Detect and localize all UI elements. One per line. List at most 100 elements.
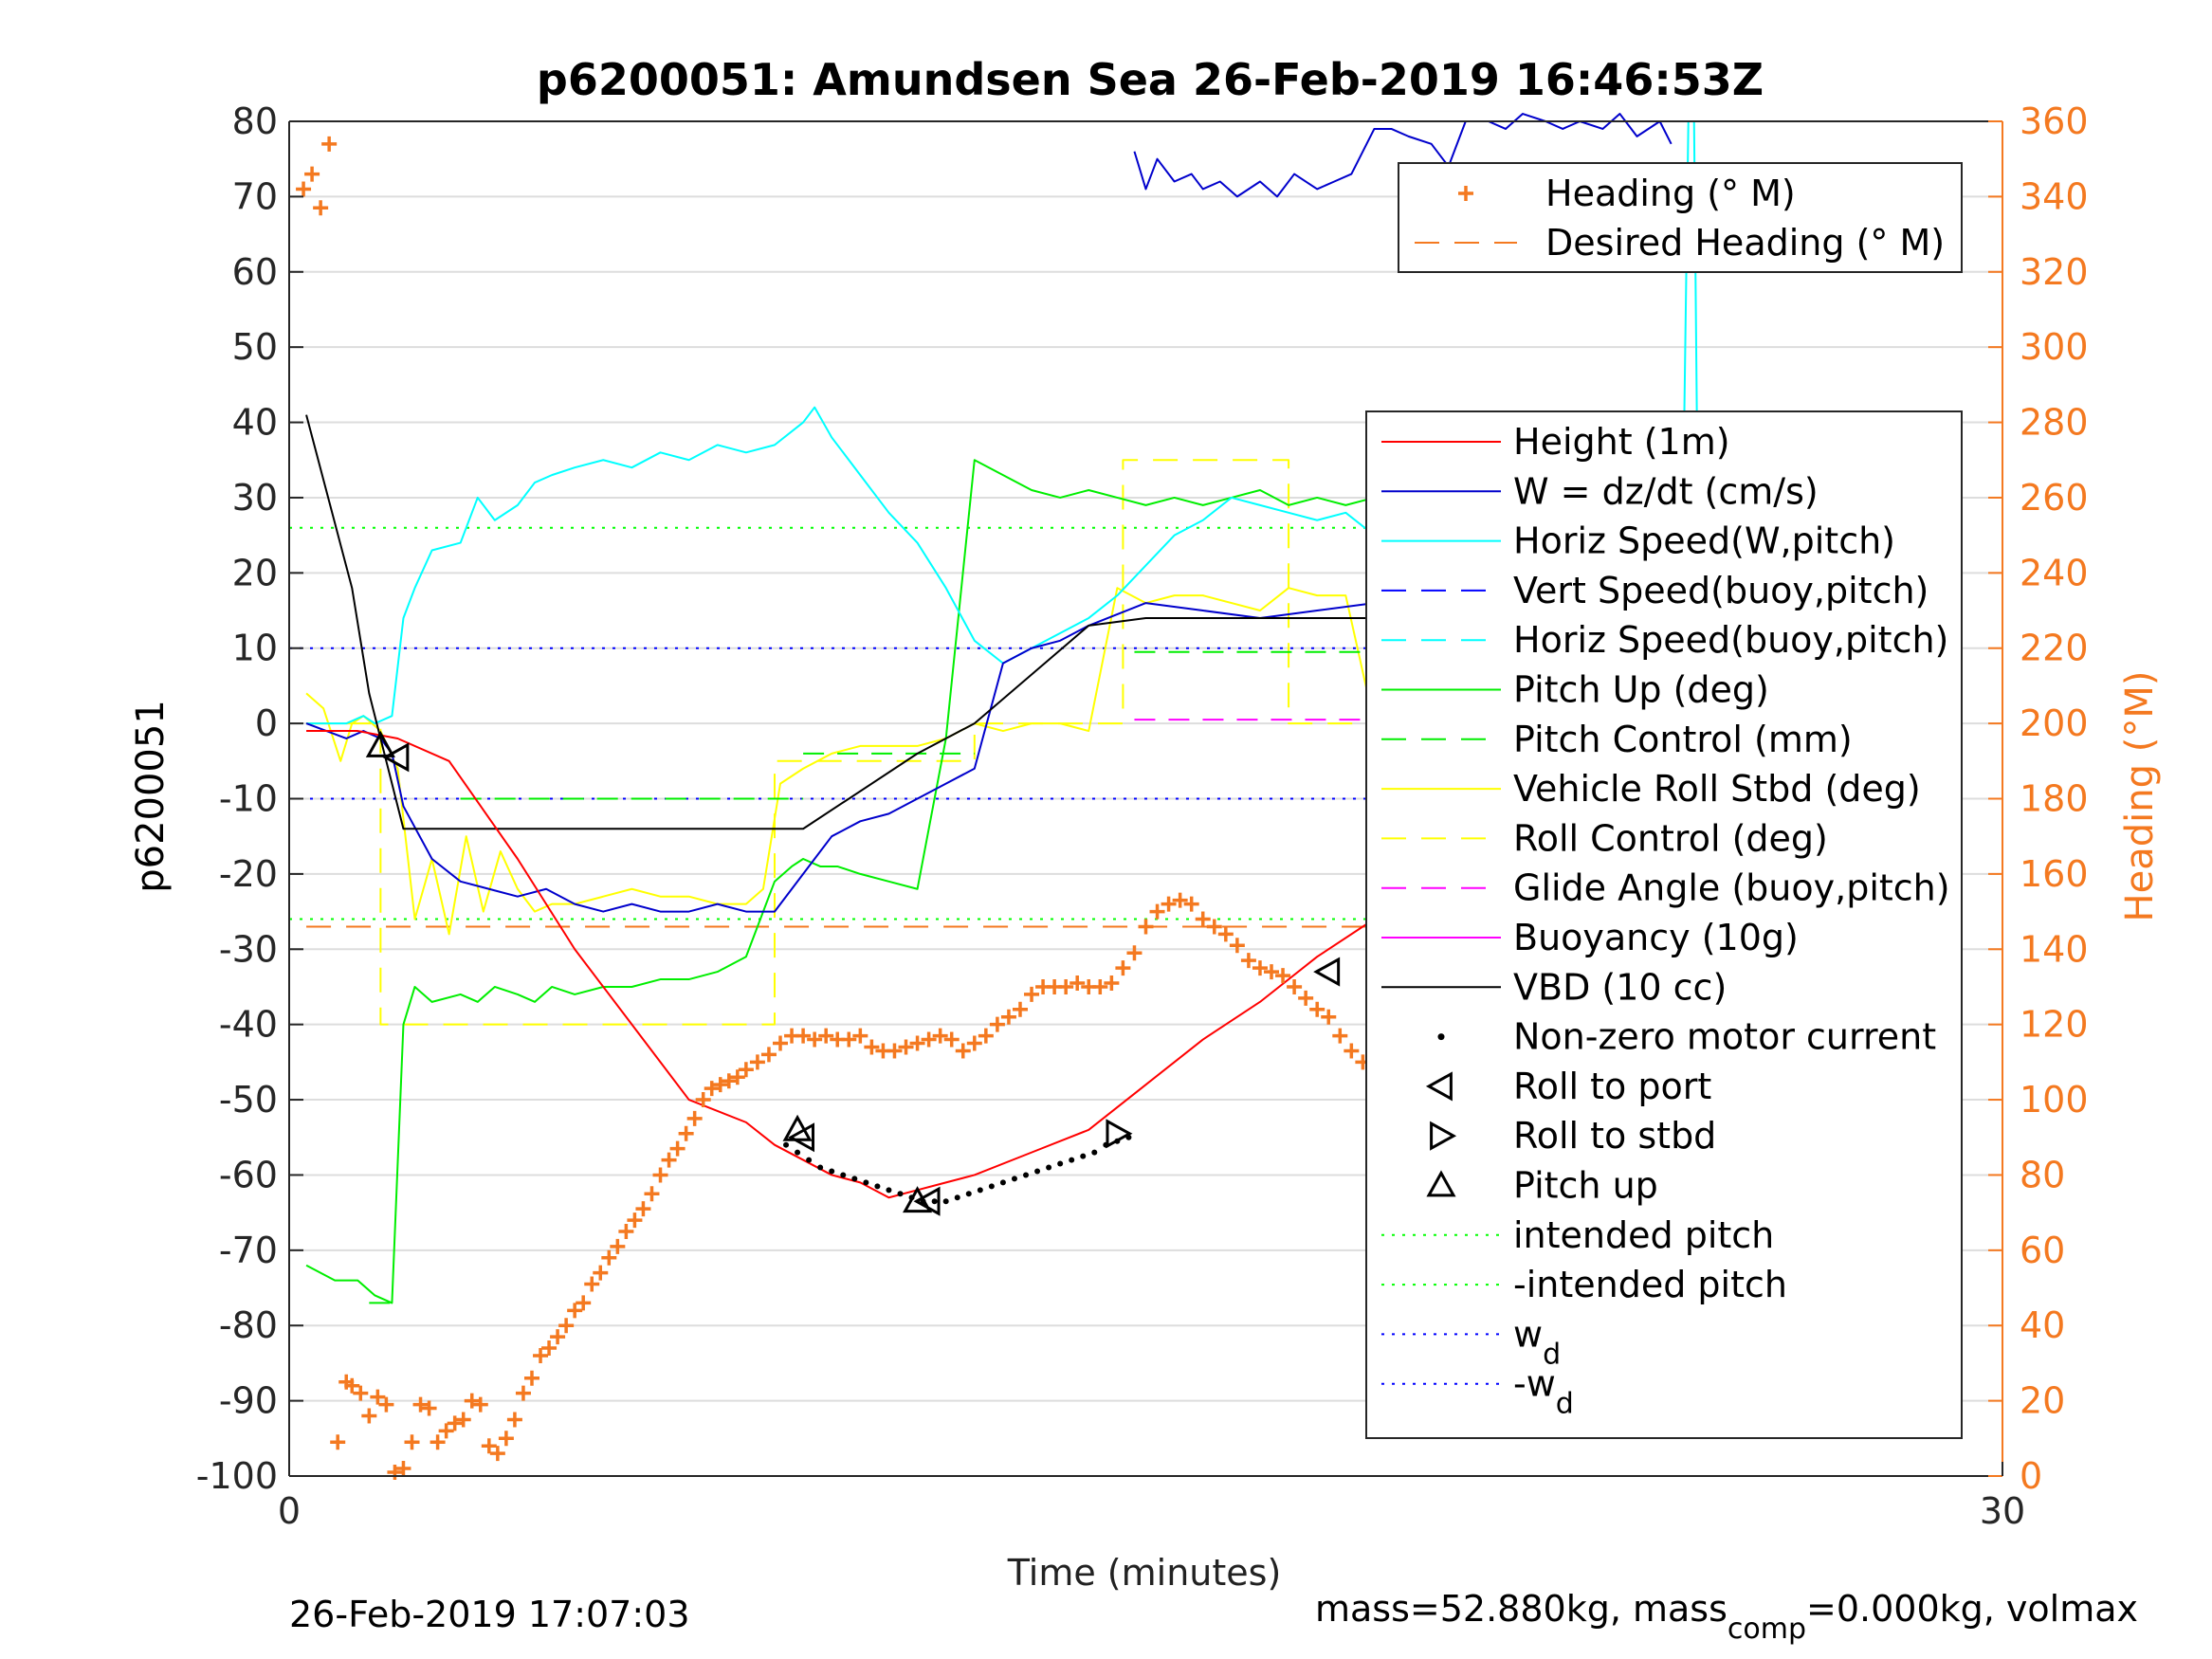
- y-tick-label-right: 240: [2020, 552, 2089, 593]
- legend-main-item: intended pitch: [1513, 1214, 1774, 1256]
- legend-main-item-text: Buoyancy (10g): [1513, 917, 1799, 958]
- heading-marker: [550, 1329, 566, 1345]
- legend-main-item: Roll to port: [1513, 1066, 1711, 1107]
- heading-marker: [721, 1073, 737, 1089]
- footer-mass: mass=52.880kg, masscomp=0.000kg, volmax: [1315, 1588, 2138, 1646]
- heading-marker: [864, 1039, 880, 1055]
- heading-marker: [669, 1140, 686, 1157]
- legend-main-item: W = dz/dt (cm/s): [1513, 470, 1819, 512]
- legend-main-item: Glide Angle (buoy,pitch): [1513, 867, 1950, 909]
- legend-main-item: VBD (10 cc): [1513, 966, 1727, 1008]
- legend-main-item-subscript: d: [1556, 1388, 1574, 1421]
- y-tick-label-right: 120: [2020, 1004, 2089, 1046]
- x-tick-label: 0: [278, 1490, 301, 1532]
- heading-marker: [678, 1125, 694, 1141]
- heading-marker: [773, 1035, 789, 1051]
- heading-marker: [1000, 1009, 1016, 1025]
- legend-main-item: Roll to stbd: [1513, 1115, 1716, 1157]
- legend-main: Height (1m) W = dz/dt (cm/s) Horiz Speed(W…: [1365, 410, 1963, 1439]
- heading-marker: [1172, 892, 1188, 908]
- y-tick-label-right: 340: [2020, 175, 2089, 217]
- legend-main-item-text: VBD (10 cc): [1513, 966, 1727, 1008]
- heading-marker: [344, 1377, 360, 1394]
- y-tick-label-right: 220: [2020, 628, 2089, 669]
- heading-marker: [610, 1238, 626, 1254]
- y-tick-label-left: -70: [219, 1230, 278, 1271]
- heading-marker: [523, 1370, 539, 1386]
- motor-current-dot: [1091, 1149, 1098, 1156]
- heading-marker: [1115, 960, 1131, 976]
- heading-marker: [1309, 1001, 1325, 1017]
- event-tri-up: [365, 730, 395, 757]
- legend-main-item: Pitch up: [1513, 1165, 1658, 1207]
- y-tick-label-left: -40: [219, 1004, 278, 1046]
- legend-main-item: Horiz Speed(W,pitch): [1513, 520, 1895, 562]
- event-tri-left: [913, 1186, 941, 1216]
- legend-heading: Heading (° M) Desired Heading (° M): [1398, 162, 1963, 273]
- heading-marker: [661, 1152, 677, 1168]
- y-tick-label-left: 20: [232, 552, 278, 593]
- legend-main-item: -intended pitch: [1513, 1264, 1787, 1305]
- motor-current-dot: [863, 1179, 869, 1186]
- heading-marker: [1195, 911, 1211, 927]
- y-tick-label-right: 100: [2020, 1079, 2089, 1121]
- footer-mass-sub: comp: [1728, 1613, 1806, 1646]
- motor-current-dot: [1011, 1176, 1017, 1182]
- legend-main-item-text: Roll Control (deg): [1513, 817, 1828, 859]
- heading-marker: [584, 1276, 600, 1292]
- heading-marker: [966, 1035, 982, 1051]
- chart-title: p6200051: Amundsen Sea 26-Feb-2019 16:46…: [537, 54, 1764, 105]
- heading-marker: [506, 1412, 522, 1428]
- heading-marker: [1206, 919, 1222, 935]
- legend-main-item: Roll Control (deg): [1513, 817, 1828, 859]
- legend-main-item: wd: [1513, 1313, 1561, 1371]
- heading-marker: [695, 1092, 711, 1108]
- heading-marker: [921, 1031, 937, 1048]
- heading-marker: [567, 1303, 583, 1319]
- y-tick-label-left: 50: [232, 326, 278, 368]
- legend-sample-plus: [1458, 186, 1473, 201]
- y-tick-label-right: 360: [2020, 100, 2089, 142]
- heading-marker: [576, 1295, 592, 1311]
- heading-marker: [378, 1396, 394, 1413]
- heading-marker: [421, 1400, 437, 1416]
- y-tick-label-left: 80: [232, 100, 278, 142]
- y-tick-label-right: 320: [2020, 251, 2089, 293]
- heading-marker: [704, 1081, 720, 1097]
- heading-marker: [644, 1186, 660, 1202]
- y-tick-label-left: 70: [232, 175, 278, 217]
- legend-box: [1398, 162, 1963, 273]
- legend-main-item: Horiz Speed(buoy,pitch): [1513, 619, 1948, 661]
- legend-main-item-text: Roll to port: [1513, 1066, 1711, 1107]
- heading-marker: [1217, 926, 1234, 942]
- motor-current-dot: [806, 1157, 813, 1163]
- legend-main-item: Pitch Up (deg): [1513, 669, 1769, 711]
- legend-main-item: Non-zero motor current: [1513, 1016, 1936, 1058]
- legend-heading-item-text: Desired Heading (° M): [1545, 222, 1945, 264]
- y-axis-label-left: p6200051: [129, 700, 173, 893]
- heading-marker: [1092, 978, 1108, 994]
- legend-sample-tri-right: [1430, 1121, 1457, 1151]
- heading-marker: [304, 166, 320, 182]
- legend-main-item: Height (1m): [1513, 421, 1730, 463]
- heading-marker: [387, 1465, 403, 1481]
- heading-marker: [361, 1408, 377, 1424]
- motor-current-dot: [1057, 1160, 1064, 1167]
- heading-marker: [1058, 978, 1074, 994]
- y-tick-label-right: 140: [2020, 928, 2089, 970]
- heading-marker: [447, 1415, 463, 1431]
- legend-main-item-text: Non-zero motor current: [1513, 1016, 1936, 1058]
- legend-main-item-text: Roll to stbd: [1513, 1115, 1716, 1157]
- legend-main-item: Pitch Control (mm): [1513, 719, 1853, 760]
- heading-marker: [370, 1389, 386, 1405]
- heading-marker: [1264, 964, 1280, 980]
- heading-marker: [1069, 975, 1086, 991]
- heading-marker: [1252, 960, 1268, 976]
- heading-marker: [909, 1035, 925, 1051]
- heading-marker: [652, 1167, 668, 1183]
- legend-heading-item: Heading (° M): [1545, 173, 1796, 214]
- motor-current-dot: [1023, 1172, 1030, 1178]
- heading-marker: [932, 1028, 948, 1044]
- legend-sample-tri-left: [1425, 1071, 1453, 1102]
